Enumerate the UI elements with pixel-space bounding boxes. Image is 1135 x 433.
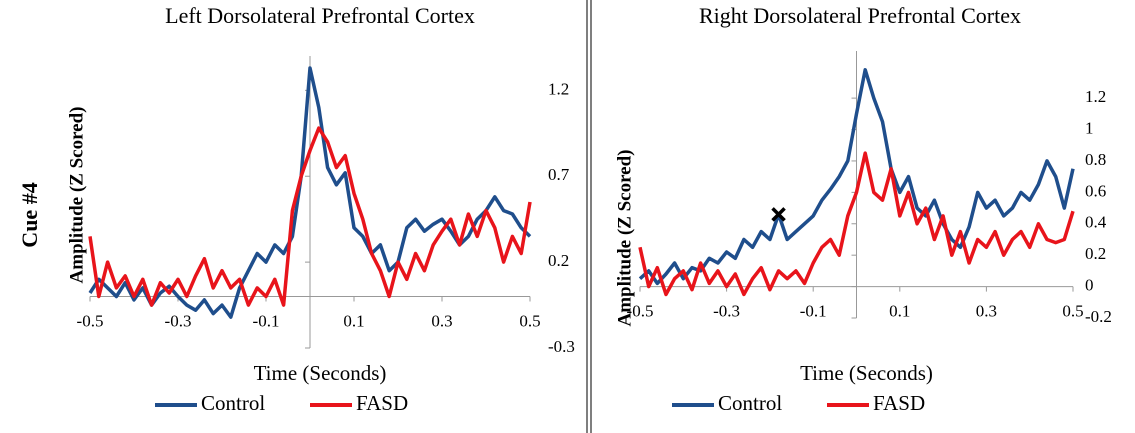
annotation-marker (771, 207, 786, 222)
legend-label: Control (718, 391, 782, 415)
y-tick-label: 0.2 (548, 251, 569, 270)
x-tick-label: 0.3 (976, 301, 997, 320)
y-axis-label: Amplitude (Z Scored) (614, 150, 635, 327)
series-line (638, 68, 1075, 286)
y-tick-label: -0.3 (548, 337, 575, 356)
y-tick-label: 1.2 (548, 79, 569, 98)
x-tick-label: -0.1 (253, 311, 280, 330)
x-tick-label: 0.5 (1062, 301, 1083, 320)
x-tick-label: -0.3 (165, 311, 192, 330)
legend-label: Control (201, 391, 265, 415)
y-tick-label: -0.2 (1085, 307, 1112, 326)
y-tick-label: 0.8 (1085, 150, 1106, 169)
chart-title: Left Dorsolateral Prefrontal Cortex (165, 3, 475, 28)
x-tick-label: -0.5 (627, 301, 654, 320)
y-tick-label: 1 (1085, 118, 1094, 137)
x-tick-label: 0.1 (889, 301, 910, 320)
legend-label: FASD (873, 391, 925, 415)
x-tick-label: -0.5 (77, 311, 104, 330)
chart-title: Right Dorsolateral Prefrontal Cortex (699, 3, 1021, 28)
x-tick-label: 0.1 (343, 311, 364, 330)
x-axis-label: Time (Seconds) (254, 361, 387, 385)
y-axis-label: Amplitude (Z Scored) (66, 107, 87, 284)
y-tick-label: 1.2 (1085, 87, 1106, 106)
legend-label: FASD (356, 391, 408, 415)
series-line (88, 126, 532, 307)
y-tick-label: 0.7 (548, 165, 570, 184)
row-label: Cue #4 (17, 182, 42, 247)
x-tick-label: -0.3 (713, 301, 740, 320)
x-tick-label: 0.3 (431, 311, 452, 330)
y-tick-label: 0.4 (1085, 213, 1107, 232)
y-tick-label: 0 (1085, 275, 1094, 294)
series-line (638, 151, 1075, 297)
x-axis-label: Time (Seconds) (800, 361, 933, 385)
x-tick-label: 0.5 (519, 311, 540, 330)
y-tick-label: 0.6 (1085, 181, 1106, 200)
x-tick-label: -0.1 (800, 301, 827, 320)
y-tick-label: 0.2 (1085, 244, 1106, 263)
